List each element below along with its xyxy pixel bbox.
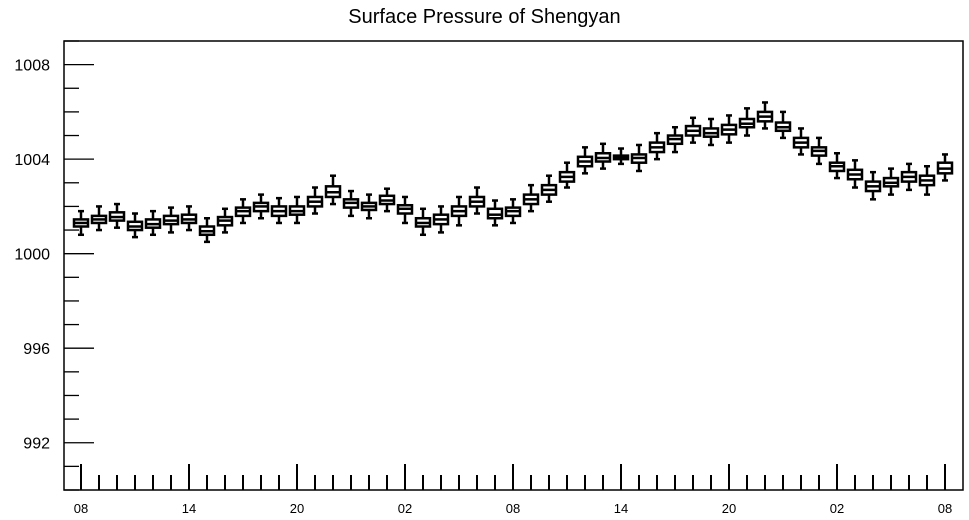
box bbox=[486, 199, 504, 227]
x-tick-label: 08 bbox=[506, 501, 520, 516]
box bbox=[270, 196, 288, 225]
box bbox=[162, 206, 180, 234]
box bbox=[738, 107, 756, 137]
plot-frame bbox=[63, 40, 964, 491]
x-tick-label: 08 bbox=[938, 501, 952, 516]
y-tick-label: 992 bbox=[23, 436, 50, 453]
box bbox=[144, 209, 162, 237]
box bbox=[522, 183, 540, 213]
box bbox=[126, 212, 144, 239]
box bbox=[234, 198, 252, 225]
box bbox=[918, 164, 936, 196]
box bbox=[378, 187, 396, 213]
x-tick-label: 02 bbox=[830, 501, 844, 516]
box bbox=[90, 205, 108, 232]
x-tick-label: 14 bbox=[182, 501, 196, 516]
box bbox=[630, 143, 648, 173]
y-tick-labels: 992 996 1000 1004 1008 bbox=[14, 58, 50, 453]
box bbox=[684, 116, 702, 144]
box bbox=[540, 174, 558, 203]
box bbox=[594, 142, 612, 170]
box bbox=[846, 159, 864, 189]
box-series bbox=[72, 101, 954, 244]
box bbox=[702, 117, 720, 147]
x-tick-label: 08 bbox=[74, 501, 88, 516]
box bbox=[774, 110, 792, 140]
y-tick-label: 1008 bbox=[14, 58, 50, 75]
box bbox=[216, 207, 234, 234]
box bbox=[450, 195, 468, 227]
box bbox=[720, 114, 738, 144]
box bbox=[828, 152, 846, 180]
box bbox=[792, 127, 810, 156]
y-tick-label: 1004 bbox=[14, 152, 50, 169]
box bbox=[756, 101, 774, 130]
box bbox=[864, 170, 882, 201]
box bbox=[810, 136, 828, 166]
chart-title: Surface Pressure of Shengyan bbox=[348, 6, 621, 28]
box bbox=[612, 147, 630, 166]
axes bbox=[63, 40, 964, 491]
box bbox=[882, 167, 900, 196]
box bbox=[306, 186, 324, 215]
box bbox=[504, 198, 522, 225]
box bbox=[198, 216, 216, 244]
box bbox=[414, 207, 432, 237]
x-tick-label: 14 bbox=[614, 501, 628, 516]
box bbox=[72, 209, 90, 237]
box bbox=[252, 193, 270, 220]
box bbox=[648, 131, 666, 161]
box bbox=[324, 174, 342, 206]
box bbox=[396, 195, 414, 225]
x-tick-label: 02 bbox=[398, 501, 412, 516]
box bbox=[288, 195, 306, 225]
box bbox=[936, 153, 954, 182]
x-tick-labels: 08 14 20 02 08 14 20 02 08 bbox=[74, 501, 952, 516]
box bbox=[900, 162, 918, 192]
y-tick-label: 996 bbox=[23, 341, 50, 358]
box bbox=[432, 205, 450, 234]
x-tick-label: 20 bbox=[290, 501, 304, 516]
box bbox=[108, 202, 126, 229]
x-tick-label: 20 bbox=[722, 501, 736, 516]
box bbox=[576, 146, 594, 175]
box bbox=[180, 205, 198, 232]
box bbox=[360, 193, 378, 220]
box bbox=[468, 186, 486, 215]
box bbox=[558, 161, 576, 189]
box bbox=[666, 126, 684, 154]
y-tick-label: 1000 bbox=[14, 247, 50, 264]
box bbox=[342, 189, 360, 218]
